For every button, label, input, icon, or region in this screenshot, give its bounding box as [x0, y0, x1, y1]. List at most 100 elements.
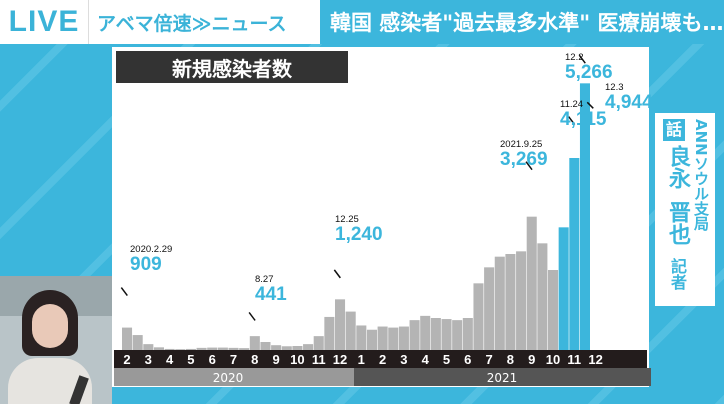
bar: [228, 347, 239, 350]
annotation-date: 12.25: [335, 214, 359, 225]
x-tick-label: 2: [123, 352, 130, 367]
x-axis-band: [114, 350, 647, 368]
bar: [313, 336, 324, 350]
bar: [207, 347, 218, 350]
bar: [217, 347, 228, 350]
x-tick-label: 9: [528, 352, 535, 367]
x-tick-label: 3: [400, 352, 407, 367]
bar: [569, 158, 580, 350]
bar: [473, 283, 484, 350]
bureau: ANNソウル支局: [692, 119, 710, 231]
annotation-leader: [525, 161, 533, 171]
x-tick-label: 8: [251, 352, 258, 367]
year-band-2020: [114, 368, 354, 386]
bar: [143, 344, 154, 350]
annotation-leader: [586, 101, 594, 109]
bar: [271, 345, 282, 350]
year-label: 2020: [213, 371, 244, 385]
x-tick-label: 4: [166, 352, 174, 367]
chart-title: 新規感染者数: [116, 51, 348, 83]
bar: [452, 320, 463, 350]
bar: [324, 316, 335, 350]
annotation-value: 4,944: [605, 92, 653, 113]
bar: [122, 327, 133, 350]
bar: [537, 243, 548, 350]
bar: [132, 335, 143, 350]
bar: [516, 251, 527, 350]
program-name: アベマ倍速≫ニュース: [88, 0, 320, 44]
reporter-given-name: 晋也: [665, 201, 690, 245]
annotation-date: 12.2: [565, 52, 584, 63]
annotation-value: 4,115: [560, 109, 607, 130]
bar: [430, 318, 441, 350]
annotation-date: 8.27: [255, 274, 274, 285]
x-tick-label: 7: [230, 352, 237, 367]
bar: [462, 318, 473, 350]
bar: [505, 254, 516, 350]
annotation-date: 11.24: [560, 99, 583, 110]
x-tick-label: 6: [209, 352, 216, 367]
year-band-2021: [354, 368, 651, 386]
x-tick-label: 12: [588, 352, 602, 367]
annotation-leader: [248, 312, 256, 321]
bar: [185, 348, 196, 350]
x-tick-label: 12: [333, 352, 347, 367]
bar: [494, 256, 505, 350]
presenter-video: [0, 276, 112, 404]
bar: [579, 83, 590, 350]
x-tick-label: 4: [422, 352, 430, 367]
bar: [398, 326, 409, 350]
x-tick-label: 2: [379, 352, 386, 367]
x-tick-label: 7: [485, 352, 492, 367]
reporter-title: 記者: [668, 258, 687, 290]
annotation-leader: [578, 54, 586, 64]
annotation-value: 3,269: [500, 149, 548, 170]
bar: [484, 267, 495, 350]
annotation-value: 1,240: [335, 224, 383, 245]
bar: [292, 346, 303, 350]
x-tick-label: 5: [187, 352, 194, 367]
bar: [558, 227, 569, 350]
live-badge: LIVE: [0, 0, 88, 44]
headline: 韓国 感染者"過去最多水準" 医療崩壊も…: [320, 0, 724, 44]
x-tick-label: 9: [272, 352, 279, 367]
year-label: 2021: [487, 371, 518, 385]
x-tick-label: 11: [312, 352, 326, 367]
annotation-date: 12.3: [605, 82, 624, 93]
bar: [420, 315, 431, 350]
bar: [356, 325, 367, 350]
bar: [377, 326, 388, 350]
x-tick-label: 1: [358, 352, 365, 367]
bar: [249, 336, 260, 350]
bar: [388, 327, 399, 350]
bar: [366, 329, 377, 350]
annotation-date: 2021.9.25: [500, 139, 542, 150]
x-tick-label: 11: [567, 352, 581, 367]
annotation-value: 909: [130, 254, 162, 275]
x-tick-label: 6: [464, 352, 471, 367]
annotation-date: 2020.2.29: [130, 244, 172, 255]
reporter-caption: 話 ANNソウル支局 良永 晋也 記者: [655, 113, 715, 306]
x-tick-label: 8: [507, 352, 514, 367]
bar: [548, 270, 559, 350]
annotation-value: 441: [255, 284, 287, 305]
bar: [239, 348, 250, 350]
bar: [409, 320, 420, 350]
bar: [281, 346, 292, 350]
bar: [303, 344, 314, 350]
annotation-leader: [568, 116, 576, 125]
bar: [196, 347, 207, 350]
bar: [164, 348, 175, 350]
bar: [441, 319, 452, 350]
top-banner: LIVE アベマ倍速≫ニュース 韓国 感染者"過去最多水準" 医療崩壊も…: [0, 0, 724, 44]
speaker-tag: 話: [663, 119, 685, 141]
annotation-leader: [120, 287, 128, 296]
annotation-value: 5,266: [565, 62, 613, 83]
bar: [260, 342, 271, 350]
x-tick-label: 5: [443, 352, 450, 367]
bar: [526, 216, 537, 350]
x-tick-label: 10: [546, 352, 560, 367]
bar: [153, 347, 164, 350]
x-tick-label: 10: [290, 352, 304, 367]
